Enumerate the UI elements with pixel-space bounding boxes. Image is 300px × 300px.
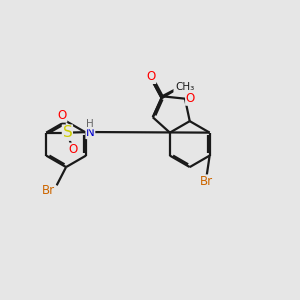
Text: O: O bbox=[146, 70, 156, 83]
Text: S: S bbox=[62, 125, 72, 140]
Text: N: N bbox=[86, 125, 95, 139]
Text: H: H bbox=[86, 119, 94, 129]
Text: O: O bbox=[186, 92, 195, 105]
Text: O: O bbox=[58, 109, 67, 122]
Text: Br: Br bbox=[42, 184, 55, 197]
Text: CH₃: CH₃ bbox=[174, 82, 193, 92]
Text: CH₃: CH₃ bbox=[175, 82, 194, 92]
Text: Br: Br bbox=[200, 175, 213, 188]
Text: O: O bbox=[68, 143, 77, 156]
